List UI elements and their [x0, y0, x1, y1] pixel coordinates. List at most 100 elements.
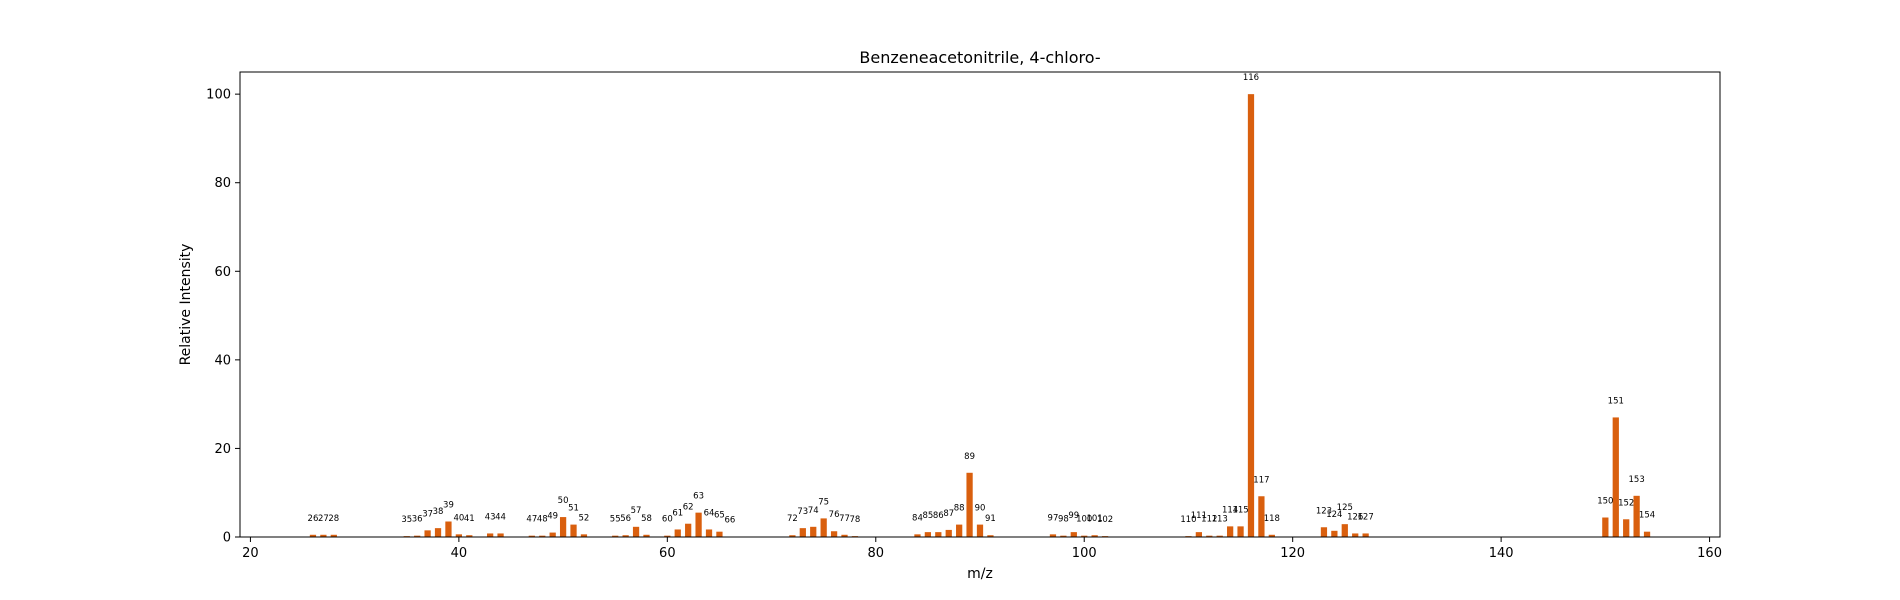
peak-label-78: 78 [850, 515, 861, 525]
bar-mz-39 [445, 521, 452, 537]
bar-mz-55 [612, 535, 619, 537]
peak-label-87: 87 [943, 509, 954, 519]
peak-label-74: 74 [808, 506, 819, 516]
peak-label-88: 88 [954, 504, 965, 514]
peak-label-36: 36 [412, 515, 423, 525]
peak-label-116: 116 [1243, 73, 1259, 83]
y-tick-label-100: 100 [206, 88, 231, 103]
peak-label-28: 28 [328, 514, 339, 524]
peak-label-55: 55 [610, 515, 621, 525]
bar-mz-85 [924, 532, 932, 537]
peak-label-102: 102 [1097, 515, 1113, 525]
peak-label-75: 75 [818, 497, 829, 507]
y-axis: 0 20 40 60 80 100 [206, 88, 240, 546]
peak-label-152: 152 [1618, 498, 1634, 508]
peak-label-60: 60 [662, 515, 673, 525]
peak-label-51: 51 [568, 504, 579, 514]
bar-mz-113 [1216, 535, 1223, 537]
bars-layer [309, 94, 1651, 538]
peak-label-154: 154 [1639, 511, 1655, 521]
peak-label-86: 86 [933, 511, 944, 521]
y-tick-label-0: 0 [223, 531, 231, 546]
peak-label-40: 40 [453, 513, 464, 523]
bar-mz-38 [434, 528, 442, 537]
peak-label-151: 151 [1608, 396, 1624, 406]
bar-mz-150 [1602, 517, 1609, 537]
bar-mz-116 [1247, 94, 1255, 538]
x-tick-label-120: 120 [1280, 546, 1305, 561]
peak-label-123: 123 [1316, 506, 1332, 516]
peak-label-62: 62 [683, 503, 694, 513]
bar-mz-115 [1237, 526, 1244, 537]
peak-label-41: 41 [464, 514, 475, 524]
peak-label-150: 150 [1597, 497, 1613, 507]
bar-mz-58 [643, 534, 650, 537]
bar-mz-72 [789, 535, 796, 537]
bar-mz-41 [466, 535, 473, 537]
bar-mz-56 [622, 535, 629, 537]
bar-mz-97 [1049, 534, 1057, 537]
bar-mz-40 [455, 534, 462, 537]
peak-label-50: 50 [558, 496, 569, 506]
x-axis-label: m/z [967, 566, 993, 582]
peak-label-91: 91 [985, 514, 996, 524]
bar-mz-51 [570, 524, 577, 537]
bar-mz-73 [799, 528, 806, 537]
peak-label-127: 127 [1358, 512, 1374, 522]
bar-mz-123 [1320, 527, 1328, 537]
bar-mz-111 [1195, 532, 1202, 537]
bar-mz-43 [487, 533, 494, 537]
bar-mz-126 [1352, 533, 1359, 537]
bar-mz-117 [1258, 496, 1265, 537]
peak-label-99: 99 [1068, 511, 1079, 521]
peak-label-84: 84 [912, 513, 923, 523]
bar-mz-152 [1623, 519, 1630, 537]
peak-label-39: 39 [443, 501, 454, 511]
peak-label-49: 49 [547, 512, 558, 522]
peak-label-97: 97 [1048, 513, 1059, 523]
peak-label-38: 38 [433, 507, 444, 517]
peak-label-101: 101 [1087, 514, 1103, 524]
peak-label-125: 125 [1337, 503, 1353, 513]
bar-mz-154 [1643, 531, 1651, 537]
bar-mz-76 [830, 531, 838, 537]
peak-label-64: 64 [704, 508, 715, 518]
peak-label-72: 72 [787, 514, 798, 524]
y-tick-label-80: 80 [214, 176, 231, 191]
peak-label-153: 153 [1629, 475, 1645, 485]
y-tick-label-60: 60 [214, 265, 231, 280]
bar-mz-60 [664, 535, 671, 537]
bar-mz-49 [549, 532, 556, 537]
bar-mz-65 [716, 531, 723, 537]
peak-label-124: 124 [1326, 510, 1342, 520]
peak-label-63: 63 [693, 492, 704, 502]
peak-label-110: 110 [1180, 515, 1196, 525]
x-tick-label-140: 140 [1489, 546, 1514, 561]
bar-mz-86 [935, 532, 942, 537]
y-tick-label-40: 40 [214, 353, 231, 368]
peak-label-65: 65 [714, 511, 725, 521]
bar-mz-127 [1362, 533, 1369, 537]
peak-label-126: 126 [1347, 512, 1363, 522]
x-tick-label-100: 100 [1072, 546, 1097, 561]
peak-label-66: 66 [724, 516, 735, 526]
peak-label-43: 43 [485, 512, 496, 522]
peak-label-77: 77 [839, 514, 850, 524]
peak-label-117: 117 [1253, 475, 1269, 485]
peak-label-114: 114 [1222, 505, 1238, 515]
bar-mz-37 [424, 530, 431, 537]
x-tick-label-60: 60 [659, 546, 676, 561]
bar-mz-88 [956, 524, 963, 537]
bar-mz-63 [695, 512, 702, 537]
plot-frame [239, 71, 1721, 538]
bar-mz-153 [1633, 495, 1640, 537]
x-tick-label-160: 160 [1697, 546, 1722, 561]
peak-label-37: 37 [422, 509, 433, 519]
bar-mz-64 [705, 529, 713, 537]
bar-mz-91 [987, 535, 994, 537]
bar-mz-114 [1227, 526, 1234, 537]
peak-label-44: 44 [495, 512, 506, 522]
bar-mz-52 [580, 534, 588, 537]
